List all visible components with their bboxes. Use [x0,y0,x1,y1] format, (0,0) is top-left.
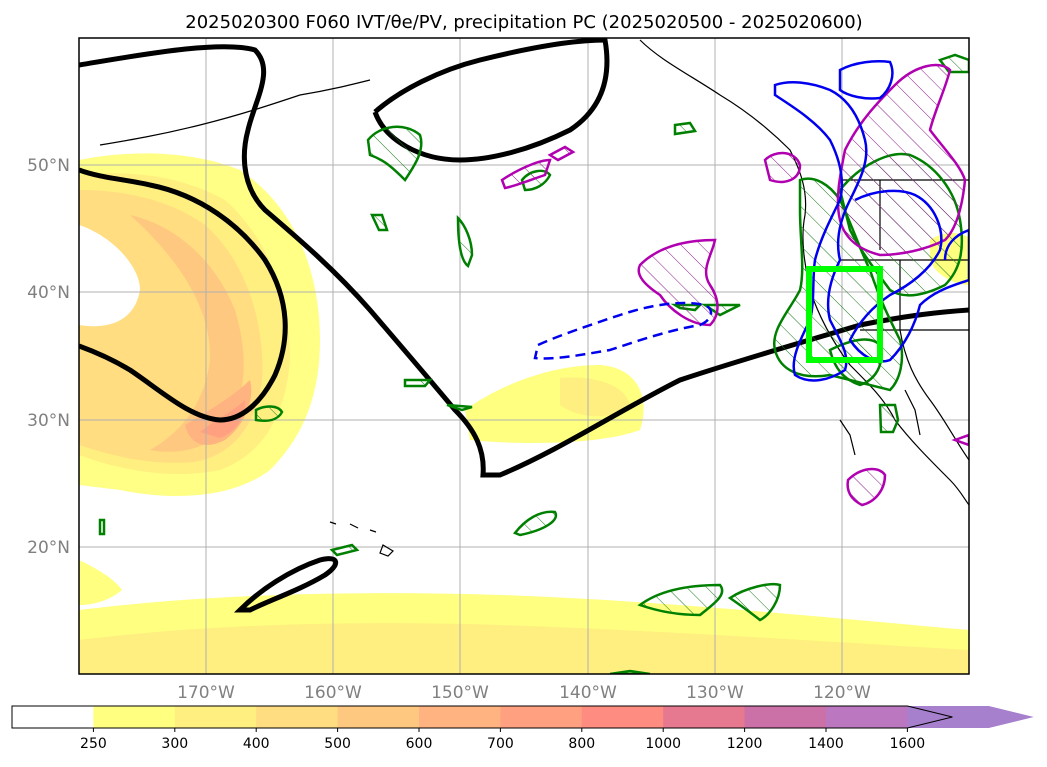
colorbar-segment [663,706,746,728]
chart-title: 2025020300 F060 IVT/θe/PV, precipitation… [185,12,862,33]
y-tick-label: 20°N [27,538,70,558]
colorbar-tick-label: 1000 [645,736,681,752]
colorbar-segment [500,706,583,728]
colorbar-segment [256,706,339,728]
colorbar-tick-label: 1600 [890,736,926,752]
colorbar-segment [419,706,501,728]
theta-e-contours [79,38,969,613]
x-tick-label: 130°W [686,683,744,703]
colorbar-segment [93,706,176,728]
colorbar-segment [826,706,908,728]
colorbar: 250 300 400 500 600 700 800 1000 1200 1400 1600 [11,705,1034,752]
colorbar-tick-label: 800 [568,736,595,752]
map-panel [79,38,969,674]
y-tick-label: 40°N [27,283,70,303]
colorbar-tick-label: 700 [487,736,514,752]
colorbar-segment [337,706,420,728]
y-tick-label: 50°N [27,156,70,176]
x-tick-labels: 170°W 160°W 150°W 140°W 130°W 120°W [177,683,871,703]
ivt-blue-contours [533,60,969,382]
x-tick-label: 160°W [304,683,362,703]
y-tick-labels: 20°N 30°N 40°N 50°N [27,156,70,558]
colorbar-segment [744,706,827,728]
colorbar-extend-arrow [907,706,1034,728]
y-tick-label: 30°N [27,411,70,431]
colorbar-tick-label: 300 [161,736,188,752]
colorbar-segment [581,706,664,728]
colorbar-segment [12,706,94,728]
map-frame [78,37,970,675]
region-highlight-box [806,266,883,363]
colorbar-tick-label: 500 [324,736,351,752]
x-tick-label: 150°W [431,683,489,703]
x-tick-label: 120°W [813,683,871,703]
x-tick-label: 170°W [177,683,235,703]
colorbar-tick-label: 250 [80,736,107,752]
colorbar-tick-label: 600 [406,736,433,752]
x-tick-label: 140°W [559,683,617,703]
colorbar-segment [174,706,257,728]
colorbar-tick-label: 1200 [727,736,763,752]
colorbar-outline [11,705,953,729]
colorbar-tick-label: 400 [243,736,270,752]
colorbar-tick-label: 1400 [808,736,844,752]
